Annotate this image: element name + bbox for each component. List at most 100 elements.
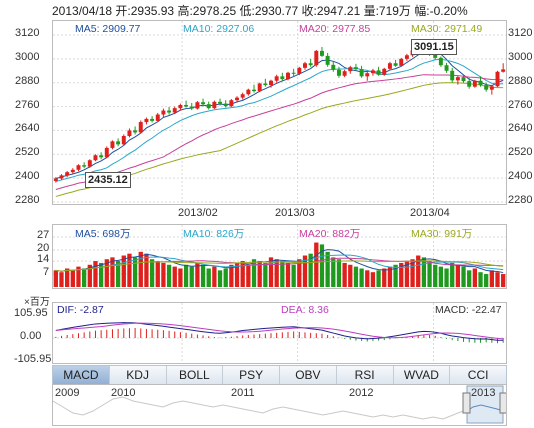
navigator-right-handle[interactable]	[499, 392, 506, 414]
macd-y-tick: 105.95	[14, 307, 48, 319]
vol-ma10-label: MA10: 826万	[183, 228, 245, 240]
price-y-tick-right: 2520	[508, 146, 533, 159]
candle-body	[325, 55, 330, 65]
candle-body	[184, 104, 189, 107]
candle-body	[342, 71, 347, 76]
candle-body	[319, 50, 324, 56]
price-ma5-label: MA5: 2909.77	[75, 23, 141, 35]
volume-bar	[382, 268, 387, 287]
candle-body	[201, 102, 206, 105]
price-ma30-label: MA30: 2971.49	[411, 23, 483, 35]
candle-body	[99, 155, 104, 158]
volume-bar	[223, 268, 228, 287]
candle-body	[336, 69, 341, 76]
candle-body	[127, 130, 132, 136]
x-tick-label: 2013/03	[275, 207, 315, 219]
candle-body	[172, 108, 177, 113]
x-tick-label: 2013/02	[178, 207, 218, 219]
candle-body	[280, 76, 285, 80]
price-panel[interactable]: MA5: 2909.77 MA10: 2927.06 MA20: 2977.85…	[52, 20, 507, 205]
macd-panel[interactable]: DIF: -2.87 DEA: 8.36 MACD: -22.47	[52, 302, 507, 364]
volume-bar	[189, 266, 194, 287]
candle-body	[138, 122, 143, 133]
candle-body	[263, 83, 268, 86]
candle-body	[478, 80, 483, 86]
volume-bar	[178, 268, 183, 287]
candle-body	[348, 67, 353, 72]
volume-bar	[365, 270, 370, 287]
tab-obv[interactable]: OBV	[280, 366, 337, 384]
tab-wvad[interactable]: WVAD	[394, 366, 451, 384]
price-y-tick-right: 3000	[508, 50, 533, 63]
candle-body	[399, 58, 404, 66]
volume-bar	[76, 266, 81, 287]
candle-body	[308, 63, 313, 66]
macd-dif-line	[55, 322, 504, 341]
tab-rsi[interactable]: RSI	[337, 366, 394, 384]
volume-y-tick: 27	[37, 229, 50, 241]
volume-bar	[393, 264, 398, 287]
candle-body	[302, 63, 307, 68]
candle-body	[444, 65, 449, 71]
tab-macd[interactable]: MACD	[53, 366, 110, 384]
price-y-tick-left: 3120	[15, 27, 40, 39]
navigator-year-label: 2013	[471, 387, 496, 399]
navigator-year-label: 2012	[349, 387, 374, 399]
candle-body	[467, 81, 472, 87]
candle-body	[291, 72, 296, 74]
candle-body	[387, 63, 392, 69]
vol-ma30-label: MA30: 991万	[411, 228, 473, 240]
volume-chart-svg	[53, 225, 506, 288]
price-y-tick-left: 2280	[15, 194, 40, 206]
tab-psy[interactable]: PSY	[223, 366, 280, 384]
tab-boll[interactable]: BOLL	[167, 366, 224, 384]
candle-body	[93, 155, 98, 161]
candle-body	[353, 67, 358, 70]
volume-bar	[229, 264, 234, 287]
navigator-left-handle[interactable]	[462, 392, 471, 414]
ma5-line	[55, 50, 504, 180]
volume-bar	[489, 270, 494, 287]
volume-bar	[206, 268, 211, 287]
volume-bar	[302, 255, 308, 287]
volume-bar	[70, 270, 75, 287]
candle-body	[269, 80, 273, 86]
price-y-tick-right: 2400	[508, 170, 533, 183]
volume-bar	[450, 262, 455, 287]
volume-bar	[461, 266, 466, 287]
candle-body	[229, 100, 234, 107]
volume-bar	[149, 259, 155, 287]
candle-body	[274, 76, 279, 81]
price-ma10-label: MA10: 2927.06	[183, 23, 255, 35]
volume-bar	[285, 262, 291, 287]
volume-panel[interactable]: MA5: 698万 MA10: 826万 MA20: 882万 MA30: 99…	[52, 224, 507, 289]
candle-body	[155, 114, 160, 121]
volume-bar	[427, 261, 432, 287]
volume-bar	[93, 261, 98, 287]
candle-body	[370, 70, 375, 74]
volume-bar	[416, 255, 421, 287]
volume-bar	[127, 253, 132, 287]
volume-bar	[297, 259, 302, 287]
candle-body	[246, 89, 251, 95]
tab-cci[interactable]: CCI	[467, 368, 489, 382]
price-y-tick-left: 2520	[15, 146, 40, 159]
candle-body	[70, 169, 75, 173]
volume-bar	[348, 264, 353, 287]
volume-bar	[212, 266, 217, 287]
volume-bar	[280, 261, 285, 287]
volume-y-tick: 7	[43, 266, 50, 279]
candle-body	[218, 101, 223, 104]
volume-bar	[144, 253, 149, 287]
navigator-selection[interactable]	[466, 385, 504, 424]
volume-bar	[65, 268, 70, 287]
range-navigator[interactable]: 2009 2010 2011 2012 2013	[52, 384, 507, 426]
tab-kdj[interactable]: KDJ	[110, 366, 167, 384]
volume-bar	[308, 253, 313, 287]
volume-bar	[376, 270, 381, 287]
price-y-tick-left: 2760	[15, 98, 40, 111]
macd-y-tick: -105.95	[14, 353, 52, 365]
volume-bar	[217, 270, 223, 287]
volume-bar	[455, 264, 461, 287]
price-y-tick-left: 2400	[15, 170, 40, 183]
